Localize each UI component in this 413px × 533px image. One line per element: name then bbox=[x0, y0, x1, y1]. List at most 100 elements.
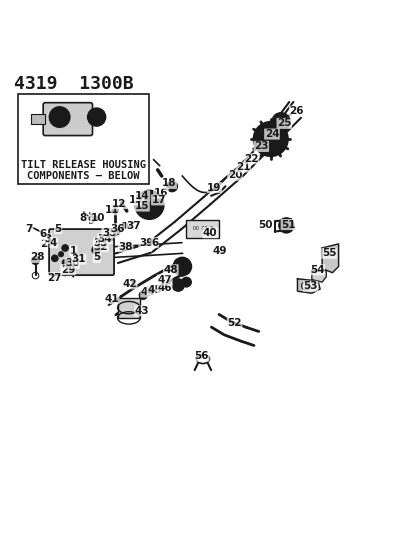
Text: 44: 44 bbox=[140, 287, 155, 297]
Circle shape bbox=[53, 111, 66, 123]
Text: 14: 14 bbox=[135, 191, 150, 201]
Text: 16: 16 bbox=[153, 188, 168, 198]
Circle shape bbox=[253, 122, 287, 156]
Circle shape bbox=[145, 287, 153, 295]
Bar bbox=[117, 298, 140, 318]
Circle shape bbox=[140, 196, 158, 214]
Circle shape bbox=[172, 279, 184, 291]
Text: 31: 31 bbox=[71, 254, 86, 264]
Polygon shape bbox=[321, 244, 338, 273]
Text: 15: 15 bbox=[135, 201, 149, 211]
Text: 37: 37 bbox=[126, 221, 141, 231]
Circle shape bbox=[258, 127, 282, 151]
Text: 4319  1300B: 4319 1300B bbox=[14, 75, 133, 93]
Text: 5: 5 bbox=[55, 224, 62, 233]
Circle shape bbox=[58, 252, 63, 256]
Text: 6: 6 bbox=[151, 238, 158, 248]
Circle shape bbox=[181, 277, 191, 287]
Circle shape bbox=[121, 222, 127, 228]
Text: 54: 54 bbox=[309, 265, 324, 275]
Text: 47: 47 bbox=[157, 275, 172, 285]
Text: 19: 19 bbox=[207, 182, 221, 192]
Text: 53: 53 bbox=[303, 281, 317, 291]
Circle shape bbox=[275, 116, 286, 127]
Text: 41: 41 bbox=[104, 294, 119, 304]
Circle shape bbox=[100, 240, 108, 248]
Text: 35: 35 bbox=[102, 228, 116, 238]
Text: 5: 5 bbox=[93, 253, 100, 262]
Text: 26: 26 bbox=[289, 106, 303, 116]
Text: 3: 3 bbox=[44, 233, 51, 244]
Circle shape bbox=[271, 112, 290, 131]
Text: 40: 40 bbox=[202, 228, 217, 238]
Text: 32: 32 bbox=[93, 242, 108, 252]
Circle shape bbox=[278, 218, 293, 233]
Text: 51: 51 bbox=[280, 220, 295, 230]
Polygon shape bbox=[297, 279, 319, 293]
Bar bbox=[18, 94, 149, 184]
Text: TILT RELEASE HOUSING
COMPONENTS – BELOW: TILT RELEASE HOUSING COMPONENTS – BELOW bbox=[21, 160, 146, 181]
Text: 2: 2 bbox=[40, 239, 47, 249]
Circle shape bbox=[88, 108, 105, 126]
Circle shape bbox=[177, 262, 187, 271]
Text: 39: 39 bbox=[139, 238, 153, 248]
Bar bbox=[31, 114, 45, 124]
Circle shape bbox=[173, 257, 191, 276]
Text: 46: 46 bbox=[157, 284, 171, 293]
Circle shape bbox=[52, 255, 58, 262]
Text: 45: 45 bbox=[147, 285, 161, 295]
Circle shape bbox=[139, 291, 147, 300]
Text: 43: 43 bbox=[134, 306, 149, 316]
Circle shape bbox=[68, 264, 74, 270]
Text: 8: 8 bbox=[79, 213, 86, 223]
Circle shape bbox=[49, 107, 70, 127]
Text: 28: 28 bbox=[30, 253, 45, 262]
Text: 33: 33 bbox=[93, 238, 108, 248]
Circle shape bbox=[62, 245, 68, 251]
Circle shape bbox=[62, 260, 68, 265]
Text: OO OO O: OO OO O bbox=[192, 226, 212, 231]
Text: 18: 18 bbox=[161, 179, 176, 189]
Text: 42: 42 bbox=[122, 279, 137, 289]
Text: 52: 52 bbox=[227, 318, 241, 328]
Text: 36: 36 bbox=[110, 224, 124, 233]
Text: 29: 29 bbox=[61, 265, 75, 275]
Text: 9: 9 bbox=[87, 216, 94, 227]
Circle shape bbox=[113, 228, 119, 235]
Text: 11: 11 bbox=[104, 205, 119, 215]
Text: 20: 20 bbox=[227, 170, 242, 180]
Text: 27: 27 bbox=[47, 272, 61, 282]
Circle shape bbox=[91, 112, 101, 122]
Text: 25: 25 bbox=[276, 118, 291, 128]
Text: 7: 7 bbox=[26, 224, 33, 233]
Circle shape bbox=[112, 206, 118, 213]
Circle shape bbox=[92, 246, 100, 254]
Text: 10: 10 bbox=[90, 213, 104, 223]
Text: 12: 12 bbox=[112, 199, 126, 208]
Text: 22: 22 bbox=[244, 154, 258, 164]
Bar bbox=[186, 221, 219, 238]
Text: 1: 1 bbox=[69, 246, 77, 256]
FancyBboxPatch shape bbox=[49, 229, 114, 275]
Circle shape bbox=[107, 235, 114, 241]
Circle shape bbox=[135, 190, 164, 219]
Text: 6: 6 bbox=[40, 229, 47, 239]
Text: 38: 38 bbox=[118, 242, 133, 252]
Text: 49: 49 bbox=[212, 246, 227, 256]
Text: 50: 50 bbox=[258, 220, 272, 230]
Text: 30: 30 bbox=[65, 258, 79, 268]
Text: 24: 24 bbox=[264, 129, 279, 139]
Text: 23: 23 bbox=[254, 141, 268, 151]
Text: 34: 34 bbox=[97, 233, 112, 244]
Text: 21: 21 bbox=[235, 162, 250, 172]
Circle shape bbox=[266, 135, 274, 143]
Text: 13: 13 bbox=[129, 195, 143, 205]
Text: 17: 17 bbox=[151, 195, 166, 205]
Text: 4: 4 bbox=[50, 238, 57, 248]
Circle shape bbox=[31, 256, 40, 264]
Text: 56: 56 bbox=[194, 351, 209, 361]
Polygon shape bbox=[311, 271, 325, 282]
FancyBboxPatch shape bbox=[43, 103, 92, 135]
Text: 48: 48 bbox=[163, 265, 178, 275]
Text: 55: 55 bbox=[321, 248, 336, 259]
